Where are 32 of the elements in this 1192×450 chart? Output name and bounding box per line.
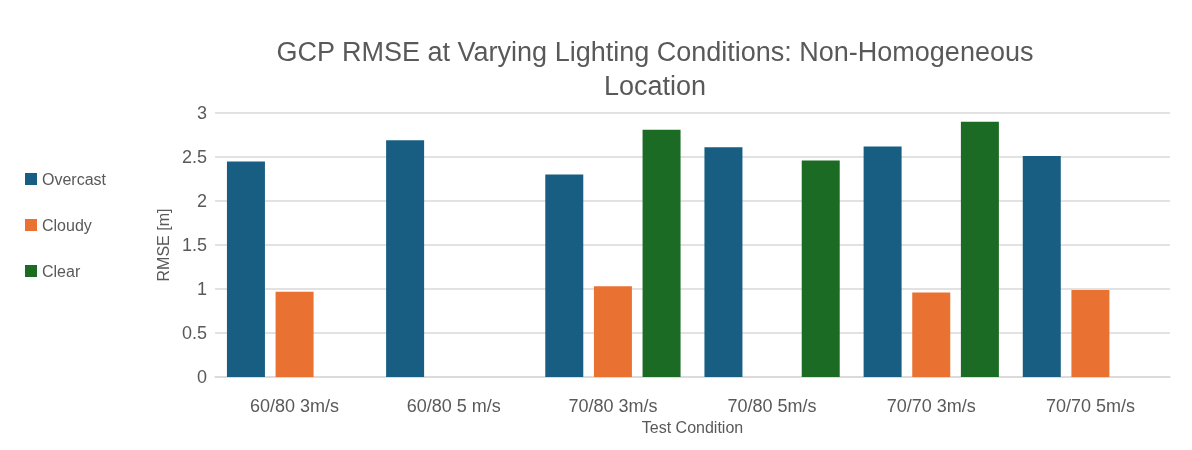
y-tick-label: 2 bbox=[196, 191, 207, 211]
chart-title: GCP RMSE at Varying Lighting Conditions: Non-Homogeneous Location bbox=[276, 37, 1034, 101]
bar bbox=[545, 174, 584, 377]
y-tick-label: 1 bbox=[196, 279, 207, 299]
x-tick-label: 70/80 5m/s bbox=[727, 396, 817, 416]
x-tick-label: 70/70 5m/s bbox=[1045, 396, 1135, 416]
bar bbox=[863, 146, 902, 377]
bar bbox=[593, 286, 632, 377]
bar bbox=[386, 140, 425, 377]
bar bbox=[642, 129, 681, 377]
x-tick-label: 70/70 3m/s bbox=[886, 396, 976, 416]
bar bbox=[1022, 156, 1061, 377]
y-tick-label: 1.5 bbox=[181, 235, 207, 255]
bar bbox=[226, 161, 265, 377]
y-tick-label: 2.5 bbox=[181, 147, 207, 167]
x-tick-label: 70/80 3m/s bbox=[568, 396, 658, 416]
x-axis-title: Test Condition bbox=[641, 419, 744, 437]
x-tick-label: 60/80 5 m/s bbox=[406, 396, 501, 416]
bar bbox=[1071, 289, 1110, 377]
x-tick-label: 60/80 3m/s bbox=[250, 396, 340, 416]
bar bbox=[801, 160, 840, 377]
y-tick-label: 3 bbox=[196, 103, 207, 123]
legend-label: Cloudy bbox=[42, 216, 92, 234]
y-tick-label: 0 bbox=[196, 367, 207, 387]
bar bbox=[960, 121, 999, 377]
legend-label: Clear bbox=[42, 262, 81, 280]
bar bbox=[912, 292, 951, 377]
bar bbox=[704, 147, 743, 377]
y-tick-label: 0.5 bbox=[181, 323, 207, 343]
bar bbox=[275, 291, 314, 377]
y-axis-title: RMSE [m] bbox=[154, 208, 172, 282]
legend-label: Overcast bbox=[42, 170, 107, 188]
